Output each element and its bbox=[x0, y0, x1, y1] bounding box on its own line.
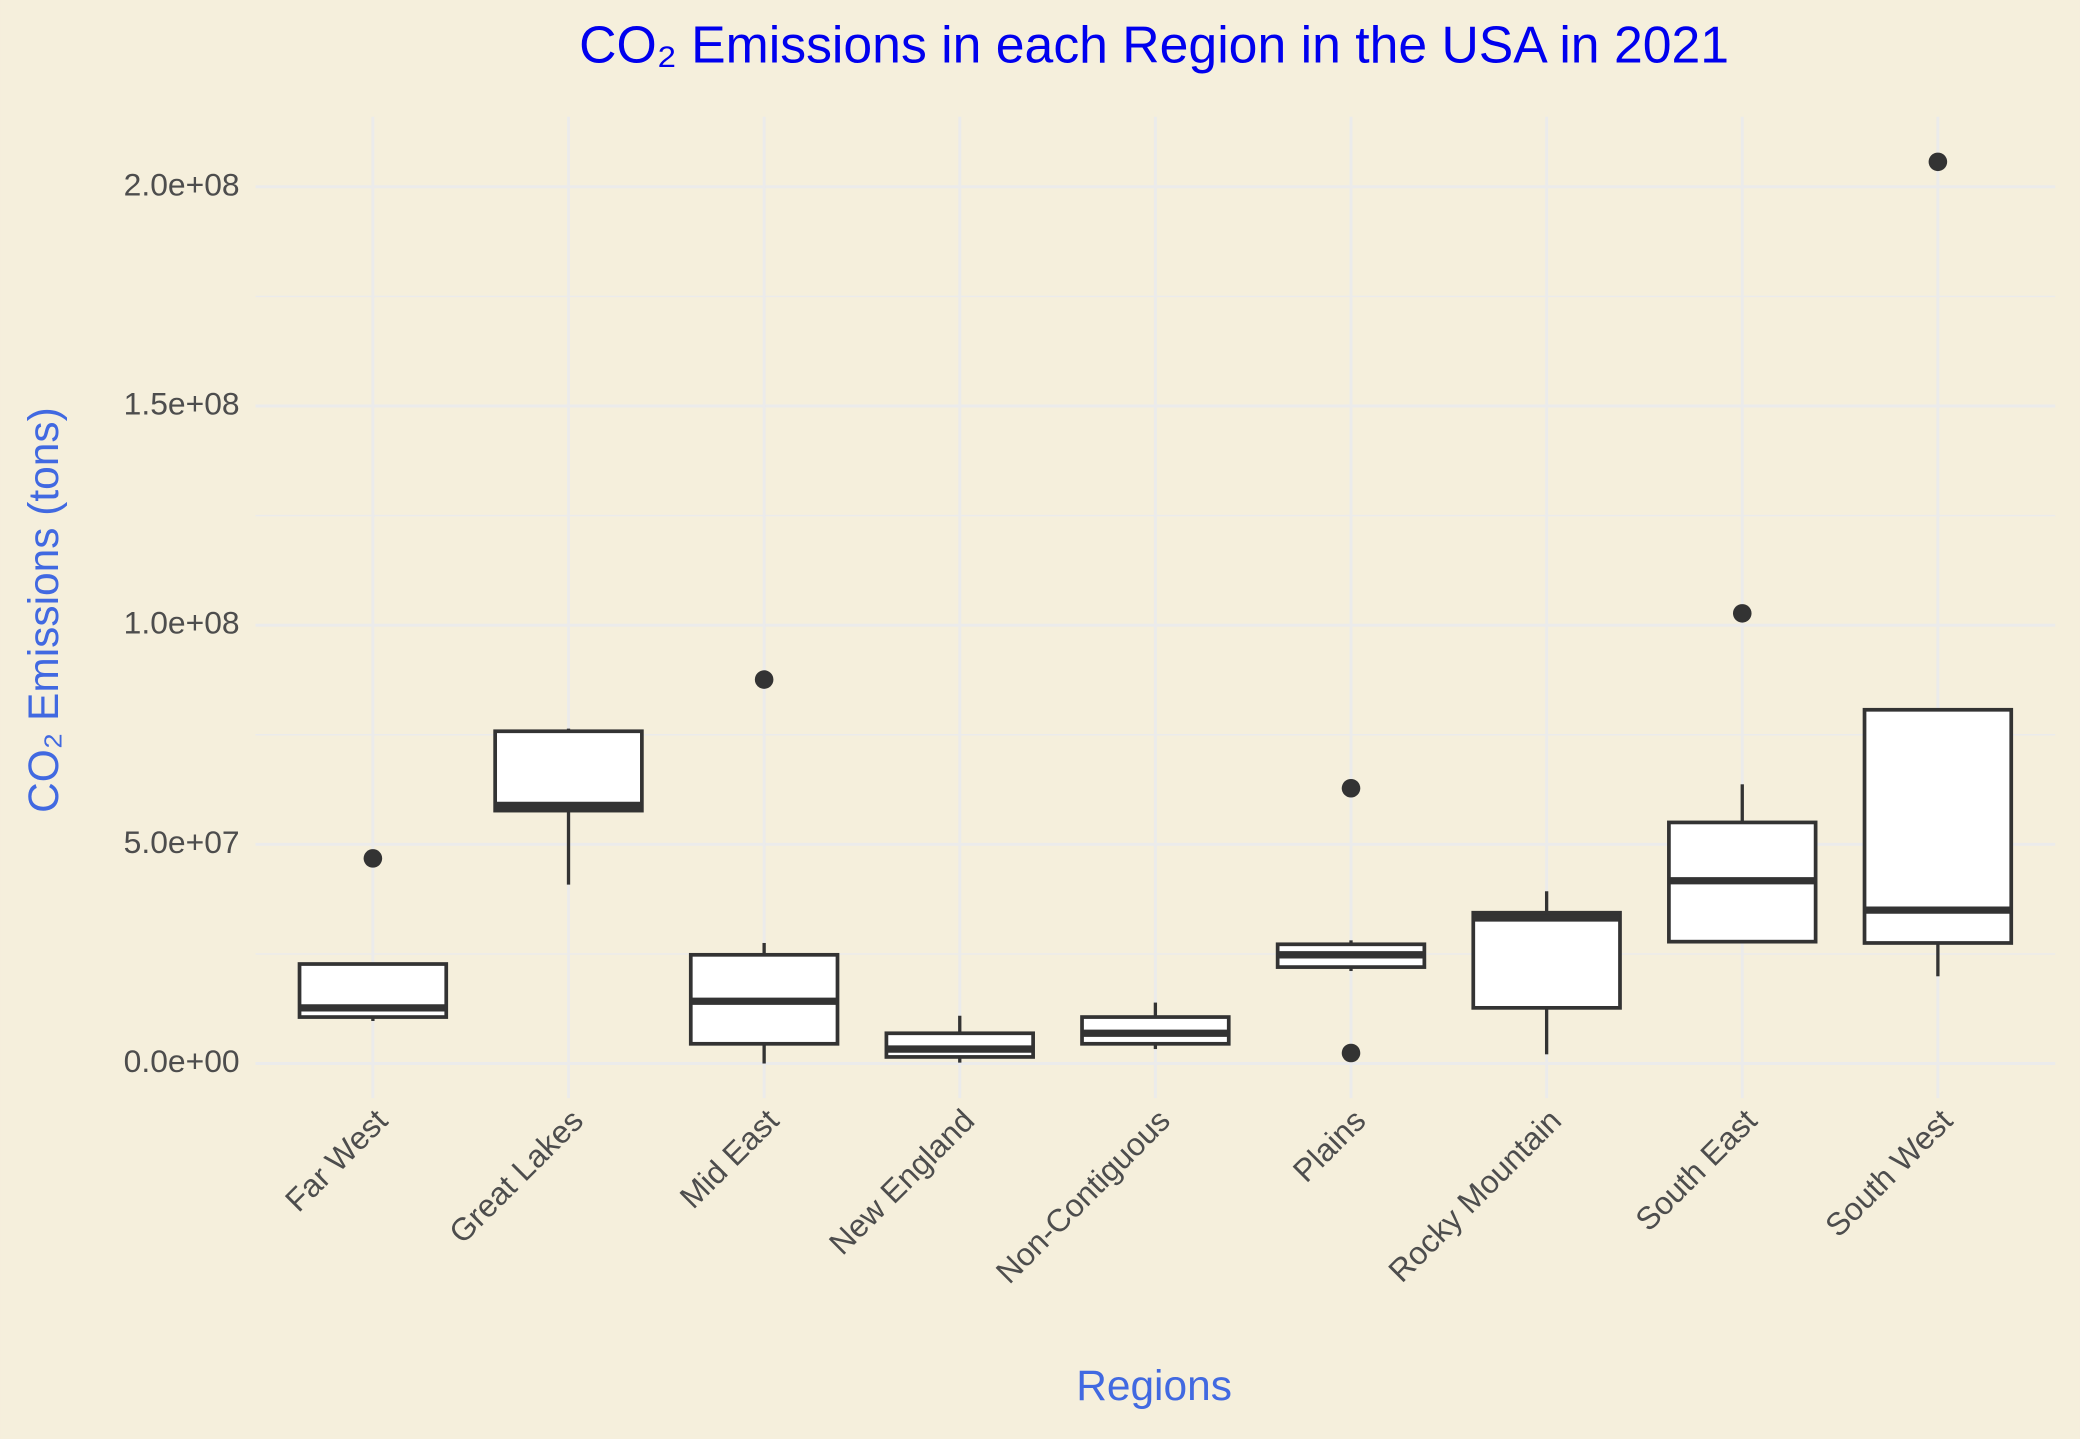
y-tick-label: 5.0e+07 bbox=[124, 824, 240, 860]
y-tick-label: 1.0e+08 bbox=[124, 605, 240, 641]
outlier bbox=[754, 670, 774, 689]
outlier bbox=[1341, 778, 1361, 798]
outlier bbox=[1341, 1043, 1361, 1063]
box bbox=[1471, 910, 1622, 1010]
outlier bbox=[1732, 604, 1752, 623]
box bbox=[884, 1031, 1035, 1059]
y-tick-label: 1.5e+08 bbox=[124, 385, 240, 421]
y-axis-title: CO₂ Emissions (tons) bbox=[20, 407, 67, 813]
box bbox=[1862, 707, 2014, 945]
y-tick-label: 2.0e+08 bbox=[124, 166, 240, 202]
outlier bbox=[363, 849, 383, 868]
x-axis-title: Regions bbox=[1076, 1362, 1232, 1409]
box bbox=[493, 729, 644, 813]
outlier bbox=[1928, 152, 1948, 172]
chart-title: CO₂ Emissions in each Region in the USA … bbox=[579, 16, 1729, 74]
y-tick-label: 0.0e+00 bbox=[124, 1043, 240, 1079]
